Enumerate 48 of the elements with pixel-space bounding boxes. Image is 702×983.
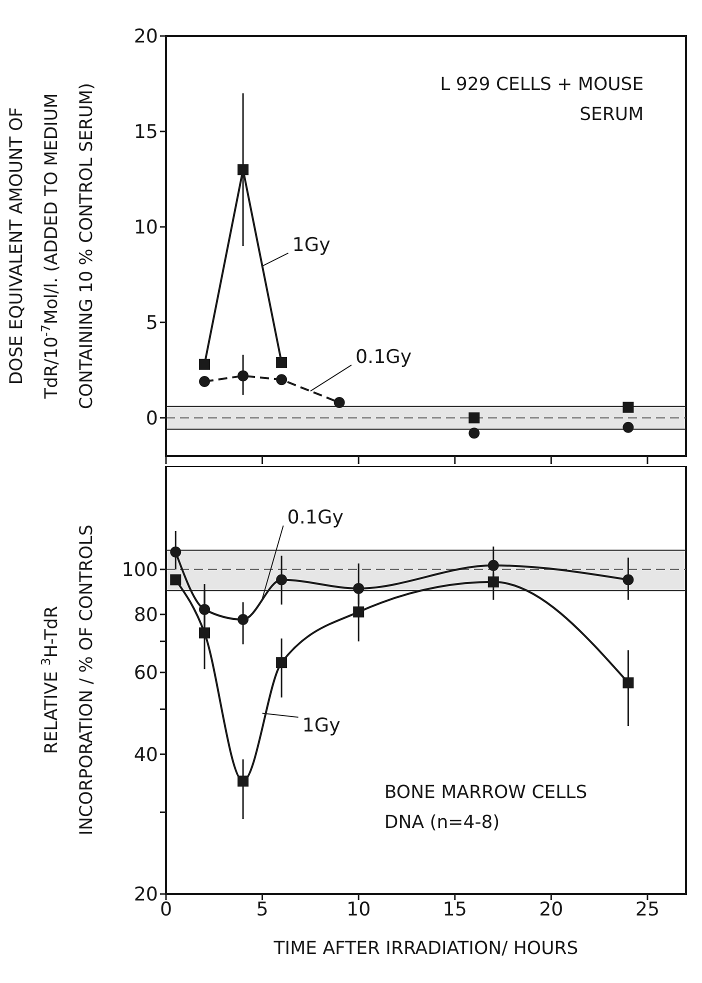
point <box>353 606 364 618</box>
series-label: 0.1Gy <box>355 346 412 368</box>
point <box>622 422 634 433</box>
point <box>238 776 249 787</box>
point <box>199 358 210 370</box>
point <box>622 574 634 586</box>
point <box>353 582 364 594</box>
y-tick-label: 100 <box>122 559 158 582</box>
point <box>238 370 249 382</box>
annotation: L 929 CELLS + MOUSE SERUM <box>440 72 644 127</box>
point <box>622 677 634 688</box>
point <box>276 374 288 386</box>
y-tick-label: 5 <box>146 312 158 334</box>
annotation: BONE MARROW CELLS DNA (n=4-8) <box>384 781 588 836</box>
y-tick-label: 15 <box>134 121 158 144</box>
y-tick-label: 20 <box>134 26 158 48</box>
point <box>468 412 480 424</box>
x-tick-label: 0 <box>160 898 172 920</box>
y-tick-label: 60 <box>134 662 158 684</box>
point <box>488 576 499 588</box>
point <box>170 574 182 586</box>
y-tick-label: 20 <box>134 884 158 906</box>
point <box>238 164 249 176</box>
text: 0.1Gy <box>287 506 344 529</box>
point <box>488 560 499 571</box>
legend-label: 1Gy <box>302 714 340 736</box>
point <box>276 574 288 586</box>
x-tick-label: 10 <box>346 898 371 920</box>
point <box>276 356 288 368</box>
point <box>170 546 182 558</box>
y-tick-label: 80 <box>134 604 158 626</box>
x-axis-title: TIME AFTER IRRADIATION/ HOURS <box>272 938 578 959</box>
x-tick-label: 15 <box>442 898 467 920</box>
point <box>199 376 210 388</box>
point <box>276 657 288 668</box>
x-tick-label: 25 <box>635 898 660 920</box>
y-tick-label: 10 <box>134 216 158 239</box>
point <box>622 402 634 413</box>
point <box>199 627 210 638</box>
point <box>199 604 210 615</box>
series-label: 1Gy <box>292 234 330 256</box>
y-tick-label: 0 <box>146 408 158 430</box>
y-tick-label: 40 <box>134 744 158 766</box>
point <box>238 614 249 626</box>
point <box>468 428 480 439</box>
x-tick-label: 20 <box>539 898 564 920</box>
x-tick-label: 5 <box>256 898 268 920</box>
point <box>334 397 345 408</box>
